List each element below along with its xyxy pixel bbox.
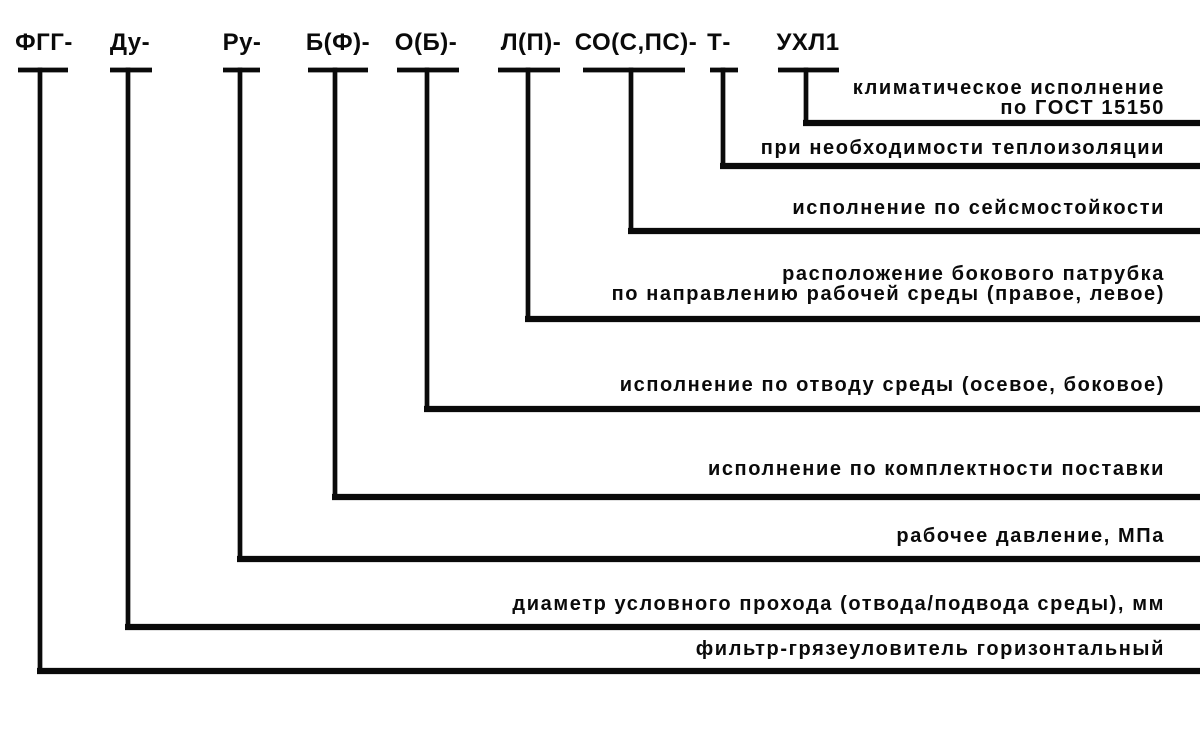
description-ob: исполнение по отводу среды (осевое, боко… <box>619 374 1165 396</box>
description-ru: рабочее давление, МПа <box>896 525 1165 547</box>
code-part-fgg: ФГГ- <box>15 29 73 56</box>
code-tick-line-so <box>583 67 685 234</box>
description-bf: исполнение по комплектности поставки <box>707 458 1165 480</box>
description-t: при необходимости теплоизоляции <box>760 137 1165 159</box>
code-tick-line-bf <box>308 67 368 500</box>
code-part-so: СО(С,ПС)- <box>574 29 698 56</box>
code-tick-line-lp <box>498 67 560 322</box>
code-tick-line-fgg <box>18 67 68 674</box>
code-part-uhl1: УХЛ1 <box>776 29 840 56</box>
code-tick-line-t <box>710 67 738 169</box>
description-du: диаметр условного прохода (отвода/подвод… <box>512 593 1165 615</box>
code-part-du: Ду- <box>109 29 151 56</box>
code-part-ru: Ру- <box>222 29 262 56</box>
code-part-bf: Б(Ф)- <box>305 29 371 56</box>
code-tick-line-ob <box>397 67 459 412</box>
description-so: исполнение по сейсмостойкости <box>792 197 1165 219</box>
description-uhl1: климатическое исполнение по ГОСТ 15150 <box>852 77 1165 119</box>
code-tick-line-du <box>110 67 152 630</box>
code-part-lp: Л(П)- <box>500 29 562 56</box>
description-lp: расположение бокового патрубка по направ… <box>611 263 1165 305</box>
code-part-t: Т- <box>707 29 731 56</box>
description-fgg: фильтр-грязеуловитель горизонтальный <box>695 638 1165 660</box>
code-tick-line-uhl1 <box>778 67 839 126</box>
code-part-ob: О(Б)- <box>394 29 458 56</box>
code-tick-line-ru <box>223 67 260 562</box>
